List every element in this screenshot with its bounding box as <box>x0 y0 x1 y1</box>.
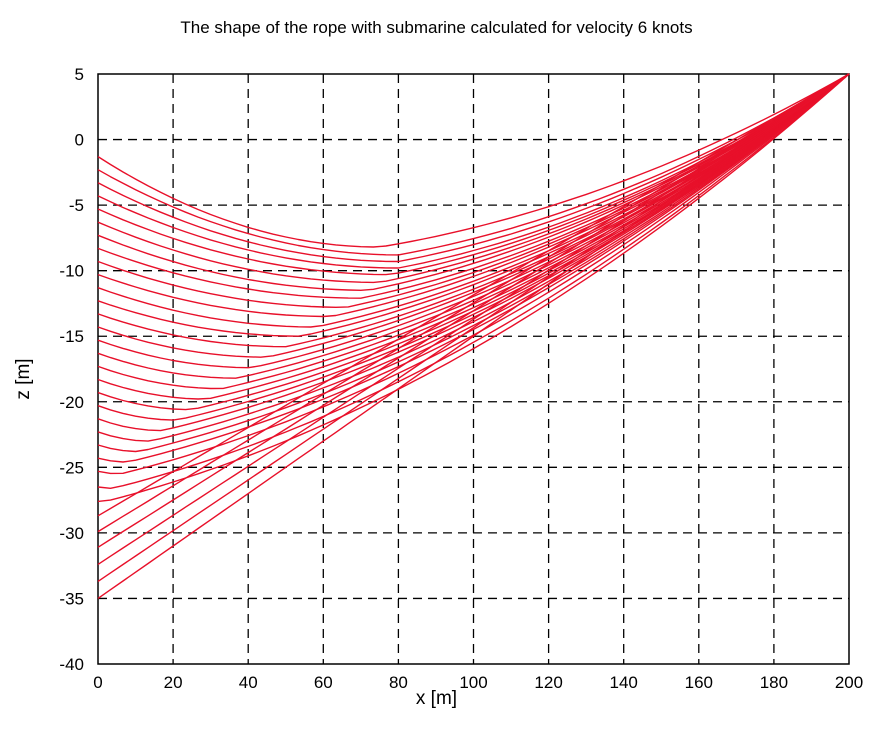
y-tick-label: -15 <box>59 327 84 346</box>
x-tick-label: 100 <box>459 673 487 692</box>
y-tick-label: 0 <box>75 131 84 150</box>
rope-curve-33 <box>97 73 850 599</box>
axes-frame <box>97 73 850 665</box>
x-tick-label: 120 <box>534 673 562 692</box>
rope-curve-10 <box>97 73 850 318</box>
y-tick-label: -5 <box>69 196 84 215</box>
axis-ticks: 0 20 40 60 80 100 120 140 160 180 200 -40 -35 -30 -25 -… <box>59 65 863 692</box>
y-tick-label: -35 <box>59 589 84 608</box>
chart-title: The shape of the rope with submarine cal… <box>180 18 693 37</box>
rope-curve-6 <box>97 73 850 284</box>
rope-curve-2 <box>97 73 850 256</box>
x-tick-label: 180 <box>760 673 788 692</box>
rope-curve-4 <box>97 73 850 269</box>
rope-curve-29 <box>97 73 850 533</box>
x-axis-label: x [m] <box>415 688 458 709</box>
x-tick-label: 160 <box>685 673 713 692</box>
rope-curve-32 <box>97 73 850 582</box>
x-tick-label: 40 <box>239 673 258 692</box>
x-tick-label: 200 <box>835 673 863 692</box>
rope-curve-15 <box>97 73 850 369</box>
rope-curve-25 <box>97 73 850 475</box>
rope-curve-23 <box>97 73 850 453</box>
rope-curve-31 <box>97 73 850 565</box>
rope-curve-28 <box>97 73 850 517</box>
y-tick-label: -40 <box>59 655 84 674</box>
rope-curve-21 <box>97 73 850 432</box>
rope-curve-27 <box>97 73 850 503</box>
rope-curve-1 <box>97 73 850 248</box>
rope-curve-22 <box>97 73 850 442</box>
rope-curve-30 <box>97 73 850 548</box>
rope-curve-20 <box>97 73 850 421</box>
rope-curve-16 <box>97 73 850 379</box>
rope-curves <box>97 73 850 599</box>
y-tick-label: 5 <box>75 65 84 84</box>
y-tick-label: -30 <box>59 524 84 543</box>
rope-curve-17 <box>97 73 850 390</box>
y-tick-label: -10 <box>59 262 84 281</box>
y-axis-label: z [m] <box>13 358 34 400</box>
y-tick-label: -25 <box>59 458 84 477</box>
y-tick-label: -20 <box>59 393 84 412</box>
x-tick-label: 140 <box>610 673 638 692</box>
x-tick-label: 20 <box>164 673 183 692</box>
rope-curve-18 <box>97 73 850 400</box>
x-tick-label: 0 <box>93 673 102 692</box>
rope-curve-24 <box>97 73 850 463</box>
x-tick-label: 80 <box>389 673 408 692</box>
x-tick-label: 60 <box>314 673 333 692</box>
